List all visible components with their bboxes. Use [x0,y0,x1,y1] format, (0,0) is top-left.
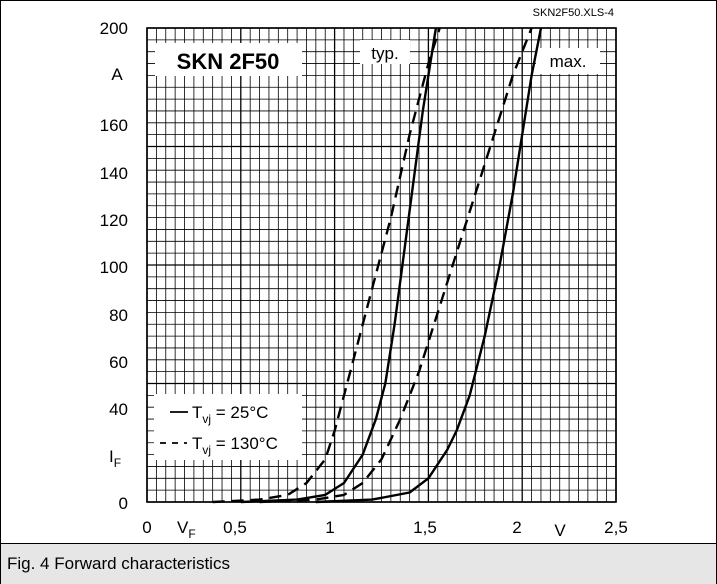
legend-label: Tvj = 25°C [192,403,268,426]
device-title: SKN 2F50 [177,49,280,74]
y-axis-unit-label: A [111,65,123,84]
x-tick-label: 1,5 [413,518,437,537]
device-label-box [155,43,302,76]
typ-curve-label: typ. [371,44,398,63]
forward-characteristics-chart: 200 160 140 120 100 80 60 40 0 A IF 0 0,5 1 1,5 2 2,5 VF V… [100,7,628,541]
legend-label: Tvj = 130°C [192,434,278,457]
curve-max-solid [315,27,543,504]
legend-entry: Tvj = 25°C [170,403,268,426]
x-axis-symbol-label: VF [177,518,196,541]
curve-typ-solid [240,27,438,504]
x-tick-label: 0 [142,518,151,537]
y-tick-label: 60 [109,353,128,372]
legend-box [154,394,302,460]
y-tick-label: 160 [100,116,128,135]
y-tick-label: 200 [100,19,128,38]
x-tick-label: 2,5 [604,518,628,537]
y-tick-label: 140 [100,164,128,183]
x-tick-label: 2 [512,518,521,537]
y-tick-label: 80 [109,306,128,325]
y-axis-symbol-label: IF [109,447,121,470]
curve-typ-dashed [212,27,441,504]
typ-label-box [360,40,410,64]
x-axis-unit-label: V [554,521,566,540]
y-tick-label: 120 [100,211,128,230]
legend-entry: Tvj = 130°C [160,434,278,457]
curve-max-dashed [259,27,533,504]
y-tick-label: 40 [109,400,128,419]
y-tick-label: 100 [100,258,128,277]
curves [212,27,543,504]
source-note: SKN2F50.XLS-4 [533,7,614,19]
x-tick-label: 1 [325,518,334,537]
max-label-box [536,48,600,74]
x-tick-label: 0,5 [223,518,247,537]
plot-border [146,27,617,503]
figure-caption-bar: Fig. 4 Forward characteristics [1,543,716,584]
figure-caption: Fig. 4 Forward characteristics [7,554,230,573]
max-curve-label: max. [550,52,587,71]
y-tick-label: 0 [119,494,128,513]
